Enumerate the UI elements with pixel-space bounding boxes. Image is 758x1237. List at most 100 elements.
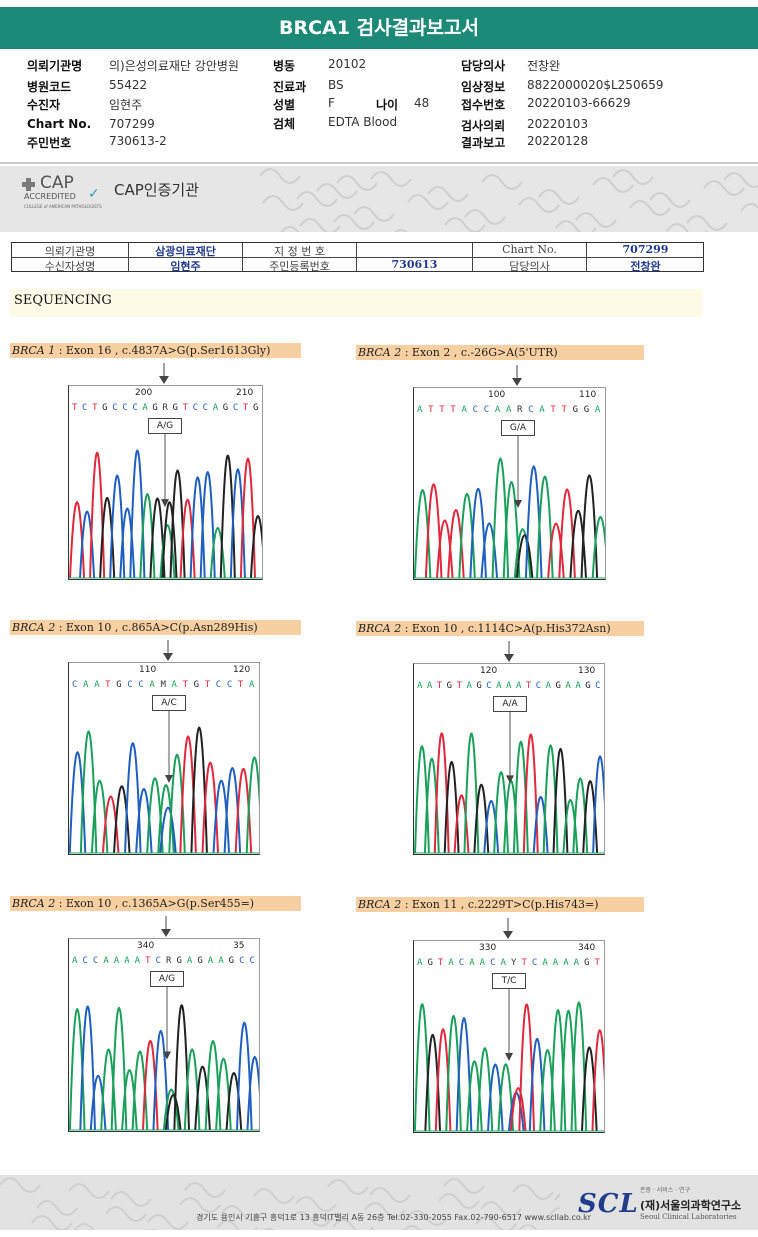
trace-peak xyxy=(135,787,153,854)
wave-ornament xyxy=(438,1193,480,1209)
trace-peak xyxy=(164,1094,182,1131)
base-call: T xyxy=(183,403,189,413)
trace-peak xyxy=(173,1004,190,1131)
trace-peak xyxy=(562,799,579,854)
base-call: C xyxy=(532,958,537,968)
base-call: C xyxy=(156,956,161,966)
trace-peak xyxy=(414,1003,431,1132)
wave-ornament xyxy=(280,226,300,232)
base-call: T xyxy=(238,680,244,690)
header-value: 8822000020$L250659 xyxy=(527,78,664,92)
variant-label: BRCA 2 : Exon 2 , c.-26G>A(5'UTR) xyxy=(356,345,644,360)
header-label: 병동 xyxy=(273,59,296,73)
trace-peak xyxy=(79,510,96,579)
trace-peak xyxy=(592,755,604,854)
position-number: 130 xyxy=(578,666,596,676)
wave-ornament xyxy=(184,1182,226,1198)
wave-ornament xyxy=(260,168,301,184)
trace-peak xyxy=(246,1056,259,1131)
gene-name: BRCA 2 xyxy=(358,622,402,635)
base-call: R xyxy=(162,403,168,413)
wave-ornament xyxy=(73,1223,95,1230)
wave-ornament xyxy=(403,1225,421,1230)
base-call: A xyxy=(539,405,545,415)
trace-peak xyxy=(249,514,262,579)
trace-peak xyxy=(532,796,549,854)
header-value: 20220103 xyxy=(527,117,589,131)
header-label: 결과보고 xyxy=(461,136,506,150)
trace-peak xyxy=(239,457,256,579)
wave-ornament xyxy=(0,1177,41,1193)
base-call: G xyxy=(223,403,228,413)
org-label: 의뢰기관명 xyxy=(44,245,96,258)
chart-label: Chart No. xyxy=(502,243,557,256)
trace-peak xyxy=(245,756,259,854)
base-call: C xyxy=(536,681,541,691)
base-call: T xyxy=(562,405,568,415)
report-title: BRCA1 검사결과보고서 xyxy=(0,7,758,49)
wave-ornament xyxy=(703,180,745,196)
position-number: 120 xyxy=(480,666,498,676)
base-call: G xyxy=(447,681,452,691)
base-call: A xyxy=(575,681,581,691)
base-call: A xyxy=(506,405,512,415)
base-call: C xyxy=(473,405,478,415)
base-call: C xyxy=(459,958,464,968)
trace-peak xyxy=(89,452,106,579)
header-value: EDTA Blood xyxy=(328,115,398,129)
footer-org-english: Seoul Clinical Laboratories xyxy=(640,1213,737,1221)
base-call: A xyxy=(495,405,501,415)
header-value: BS xyxy=(328,78,344,92)
base-call: G xyxy=(556,681,561,691)
base-call: A xyxy=(542,958,548,968)
chromatogram: 110 120 C A A T G C C A M A T G T C C T A A/C xyxy=(68,662,260,855)
chromatogram: 120 130 A A T G T A G C A A A T C A G A A G C A/A xyxy=(413,663,605,855)
arrow-down-icon xyxy=(506,775,514,784)
trace-peak xyxy=(124,742,142,854)
trace-peak xyxy=(162,1088,180,1131)
trace-peak xyxy=(547,522,565,579)
base-call: Y xyxy=(511,958,517,968)
chromatogram: 330 340 A G T A C A A C A Y T C A A A A G T T/C xyxy=(413,940,605,1133)
wave-ornament xyxy=(370,171,412,187)
chromatogram: 340 35 A C C A A A A T C R G A G A A G C C A/G xyxy=(68,938,260,1132)
base-call: G xyxy=(584,405,589,415)
position-number: 330 xyxy=(479,943,497,953)
base-call: C xyxy=(122,403,127,413)
genotype-label: A/G xyxy=(150,971,184,987)
trace-peak xyxy=(453,794,470,854)
base-call: C xyxy=(193,403,198,413)
trace-peak xyxy=(89,1075,107,1131)
trace-peak xyxy=(580,474,599,579)
header-value: 의)은성의료재단 강안병원 xyxy=(109,59,239,73)
footer-org-name: (재)서울의과학연구소 xyxy=(640,1199,742,1212)
base-call: A xyxy=(448,958,454,968)
wave-ornament xyxy=(555,220,597,232)
variant-description: : Exon 2 , c.-26G>A(5'UTR) xyxy=(401,346,558,359)
trace-peak xyxy=(552,748,569,854)
base-call: T xyxy=(438,958,444,968)
trace-peak xyxy=(570,1001,588,1132)
patient-label: 수신자성명 xyxy=(44,260,96,273)
base-call: T xyxy=(457,681,463,691)
arrow-down-icon xyxy=(161,916,171,938)
wave-ornament xyxy=(253,1188,295,1204)
trace-peak xyxy=(424,483,443,579)
base-call: C xyxy=(250,956,255,966)
wave-ornament xyxy=(333,214,375,230)
header-divider xyxy=(0,162,758,164)
base-call: C xyxy=(227,680,232,690)
base-call: G xyxy=(253,403,258,413)
base-call: C xyxy=(486,681,491,691)
header-label: 임상정보 xyxy=(461,80,506,94)
genotype-label: A/G xyxy=(148,418,182,434)
trace-peak xyxy=(109,474,126,579)
wave-ornament xyxy=(295,1196,337,1212)
base-call: A xyxy=(218,956,224,966)
arrow-down-icon xyxy=(514,499,522,508)
wave-ornament xyxy=(299,218,341,232)
trace-peak xyxy=(101,795,120,854)
header-value: 20220128 xyxy=(527,134,589,148)
